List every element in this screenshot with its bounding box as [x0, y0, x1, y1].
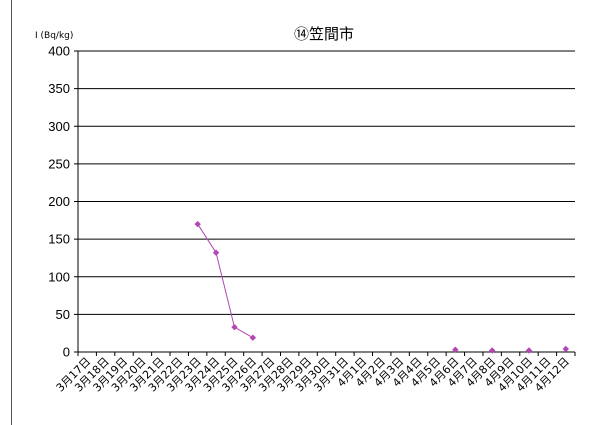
y-tick-label: 400 — [48, 44, 70, 59]
y-tick-label: 350 — [48, 81, 70, 96]
data-point-marker — [231, 324, 237, 330]
series-line-segment — [216, 253, 234, 327]
data-point-marker — [526, 347, 532, 353]
y-tick-label: 200 — [48, 194, 70, 209]
y-tick-label: 300 — [48, 119, 70, 134]
gridlines — [78, 51, 575, 314]
axes — [74, 51, 575, 356]
data-point-marker — [213, 249, 219, 255]
y-tick-label: 250 — [48, 156, 70, 171]
series-line-segment — [198, 224, 216, 253]
data-point-marker — [489, 347, 495, 353]
y-tick-label: 100 — [48, 269, 70, 284]
y-tick-label: 50 — [56, 307, 70, 322]
data-point-marker — [563, 346, 569, 352]
series-line-segment — [234, 327, 252, 338]
y-axis-label: I (Bq/kg) — [35, 31, 73, 41]
y-tick-label: 0 — [63, 345, 70, 360]
y-tick-label: 150 — [48, 232, 70, 247]
data-point-marker — [194, 221, 200, 227]
chart-frame: ⑭笠間市 I (Bq/kg) 0 50 100 150 200 250 300 350 400 … — [11, 0, 609, 425]
series-plot — [194, 221, 569, 354]
x-tick-labels: 3月17日3月18日3月19日3月20日3月21日3月22日3月23日3月24日… — [54, 355, 572, 395]
chart-title: ⑭笠間市 — [294, 25, 354, 43]
y-tick-labels: 0 50 100 150 200 250 300 350 400 — [48, 44, 70, 360]
data-point-marker — [250, 335, 256, 341]
line-chart: ⑭笠間市 I (Bq/kg) 050100150200250300350400 … — [12, 0, 609, 425]
